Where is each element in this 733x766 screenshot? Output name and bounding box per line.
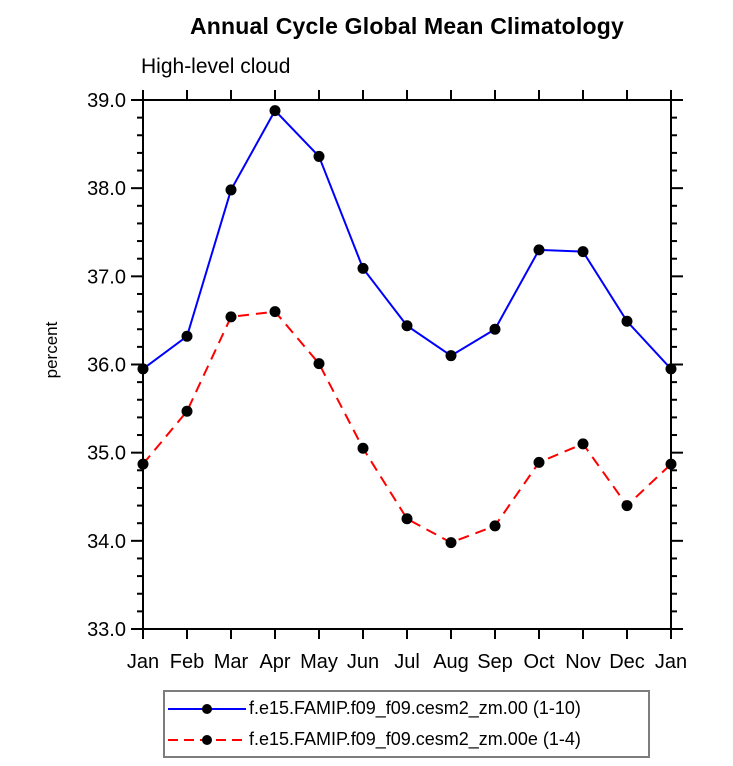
x-tick-label: Jun <box>347 651 379 673</box>
x-tick-label: Mar <box>214 651 249 673</box>
legend-label-series-0: f.e15.FAMIP.f09_f09.cesm2_zm.00 (1-10) <box>249 698 581 718</box>
data-point-marker <box>269 306 281 318</box>
data-point-marker <box>313 150 325 162</box>
data-point-marker <box>533 244 545 256</box>
data-point-marker <box>577 438 589 450</box>
series-line-1 <box>142 310 672 544</box>
plot-frame <box>142 99 672 630</box>
data-point-marker <box>401 320 413 332</box>
chart-legend: f.e15.FAMIP.f09_f09.cesm2_zm.00 (1-10) f… <box>163 690 650 758</box>
data-point-marker <box>665 458 677 470</box>
x-tick-label: May <box>300 651 338 673</box>
x-tick-label: Jan <box>127 651 159 673</box>
data-point-marker <box>621 500 633 512</box>
data-point-marker <box>621 315 633 327</box>
data-point-marker <box>181 405 193 417</box>
legend-label-series-1: f.e15.FAMIP.f09_f09.cesm2_zm.00e (1-4) <box>249 729 581 749</box>
x-tick-label: Sep <box>477 651 513 673</box>
data-point-marker <box>225 311 237 323</box>
data-point-marker <box>577 246 589 258</box>
legend-entry-series-0: f.e15.FAMIP.f09_f09.cesm2_zm.00 (1-10) <box>168 693 648 724</box>
legend-entry-series-1: f.e15.FAMIP.f09_f09.cesm2_zm.00e (1-4) <box>168 724 648 755</box>
legend-marker-dot-icon <box>202 734 212 745</box>
y-tick-label: 35.0 <box>87 443 126 465</box>
data-point-marker <box>225 184 237 196</box>
y-tick-label: 37.0 <box>87 266 126 288</box>
y-tick-label: 34.0 <box>87 531 126 553</box>
chart-subtitle: High-level cloud <box>141 55 291 78</box>
y-tick-label: 39.0 <box>87 90 126 112</box>
x-tick-label: Feb <box>170 651 204 673</box>
data-point-marker <box>665 363 677 375</box>
x-tick-label: Apr <box>259 651 290 673</box>
legend-marker-dot-icon <box>202 703 212 714</box>
y-tick-label: 38.0 <box>87 178 126 200</box>
x-tick-label: Dec <box>609 651 645 673</box>
y-axis-title: percent <box>42 321 61 378</box>
data-point-marker <box>401 513 413 525</box>
data-point-marker <box>137 363 149 375</box>
x-tick-label: Nov <box>565 651 601 673</box>
y-axis-label: percent <box>42 321 61 378</box>
data-markers <box>137 105 677 549</box>
x-axis-tick-labels: Jan Feb Mar Apr May Jun Jul Aug Sep Oct Nov Dec Jan <box>127 651 687 673</box>
chart-title: Annual Cycle Global Mean Climatology <box>189 13 625 39</box>
x-tick-label: Jan <box>655 651 687 673</box>
data-point-marker <box>445 350 457 362</box>
data-point-marker <box>313 358 325 370</box>
x-tick-label: Aug <box>433 651 469 673</box>
x-tick-label: Jul <box>394 651 420 673</box>
x-tick-label: Oct <box>523 651 555 673</box>
line-chart-plot: 33.0 34.0 35.0 36.0 37.0 38.0 39.0 Jan Feb Mar Apr… <box>42 90 687 673</box>
data-point-marker <box>137 458 149 470</box>
y-axis-ticks <box>131 99 683 630</box>
data-point-marker <box>489 323 501 335</box>
y-tick-label: 36.0 <box>87 355 126 377</box>
y-axis-tick-labels: 33.0 34.0 35.0 36.0 37.0 38.0 39.0 <box>87 90 126 641</box>
y-tick-label: 33.0 <box>87 619 126 641</box>
data-point-marker <box>357 442 369 454</box>
x-axis-ticks <box>142 90 672 639</box>
data-point-marker <box>445 537 457 549</box>
data-point-marker <box>269 105 281 117</box>
data-point-marker <box>357 262 369 274</box>
data-point-marker <box>489 520 501 532</box>
data-point-marker <box>181 330 193 342</box>
legend-line-sample-solid <box>168 703 246 714</box>
legend-line-sample-dashed <box>168 734 246 745</box>
data-point-marker <box>533 456 545 468</box>
